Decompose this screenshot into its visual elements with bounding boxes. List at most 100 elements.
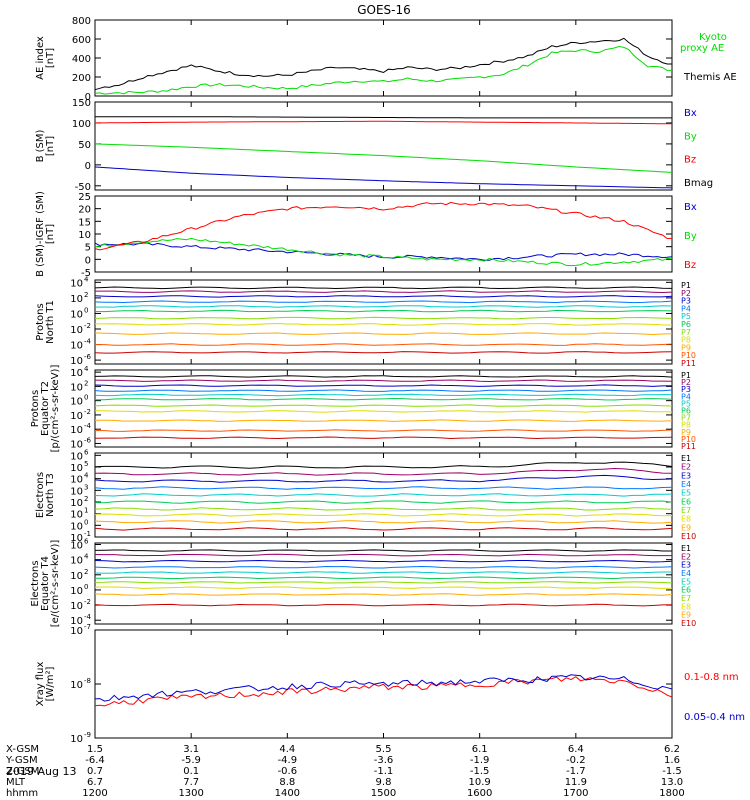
y-tick-exponent: -8 [84,677,91,685]
orbit-value: -1.7 [566,766,586,777]
channel-line-e9 [94,593,673,596]
y-tick-label: 10 [70,616,83,627]
date-label: 2019 Aug 13 [6,765,76,778]
channel-label: E2 [681,463,691,472]
orbit-row-label: Z-GSM [6,766,39,777]
channel-label: P1 [681,281,691,290]
y-tick-exponent: 0 [84,583,88,591]
orbit-table: X-GSM 1.5 3.1 4.4 5.5 6.1 6.4 6.2 Y-GSM -6.4 -5.9 -… [5,744,685,799]
orbit-value: 6.4 [568,744,584,755]
channel-line-p6 [95,397,673,401]
channel-label: P2 [681,289,691,298]
y-tick-label: 10 [70,463,83,474]
channel-line-p10 [94,429,673,432]
orbit-value: -0.2 [566,755,586,766]
legend-label-part: proxy AE [680,43,724,54]
series-line-bx [94,166,673,189]
y-axis-label: B (SM) [35,129,46,162]
y-tick-label: 600 [72,35,91,46]
legend-label: 0.1-0.8 nm [684,672,739,683]
channel-label: E5 [681,577,691,586]
channel-line-p6 [94,309,673,313]
orbit-value: 1500 [371,788,396,799]
orbit-value: 6.1 [472,744,488,755]
channel-label: E7 [681,506,691,515]
series-line-by [94,143,673,173]
orbit-value: -6.4 [85,755,105,766]
y-tick-label: 10 [70,556,83,567]
orbit-value: 10.9 [469,777,491,788]
channel-line-p8 [95,322,673,326]
legend-label: By [684,231,697,242]
channel-label: E5 [681,489,691,498]
legend-label: Bmag [684,178,713,189]
orbit-value: 7.7 [183,777,199,788]
y-tick-label: 10 [70,294,83,305]
orbit-value: 4.4 [279,744,295,755]
orbit-value: 1300 [178,788,203,799]
y-tick-exponent: 1 [84,507,88,515]
y-axis-label: [nT] [45,48,56,68]
y-tick-label: 0 [85,92,91,103]
channel-label: P4 [681,304,691,313]
orbit-value: 1800 [659,788,684,799]
channel-line-p11 [94,351,673,354]
orbit-value: 13.0 [661,777,683,788]
channel-label: P3 [681,297,691,306]
y-tick-label: 10 [70,601,83,612]
orbit-value: 9.8 [376,777,392,788]
y-tick-exponent: -7 [84,623,91,631]
channel-label: P5 [681,312,691,321]
channel-line-e4 [94,565,673,569]
y-tick-label: 10 [70,586,83,597]
y-axis-label: B (SM)-IGRF (SM) [35,191,46,277]
channel-label: E4 [681,480,691,489]
channel-line-e10 [94,603,673,607]
y-tick-label: 10 [70,626,83,637]
channel-label: P11 [681,359,696,368]
y-tick-exponent: -6 [84,436,92,444]
y-axis-label: Equator T2 [40,381,51,436]
orbit-value: 0.1 [183,766,199,777]
orbit-value: 8.8 [279,777,295,788]
channel-label: P5 [681,399,691,408]
legend-label: 0.05-0.4 nm [684,712,745,723]
y-tick-label: 10 [70,533,83,544]
y-tick-exponent: -2 [84,598,91,606]
channel-label: E2 [681,552,691,561]
y-tick-label: 10 [70,571,83,582]
y-tick-exponent: 2 [84,379,88,387]
orbit-value: -1.1 [374,766,394,777]
y-tick-label: 10 [70,341,83,352]
y-tick-label: 100 [72,119,91,130]
series-line-bz [94,120,673,125]
y-tick-label: 10 [70,498,83,509]
y-tick-label: 25 [78,192,91,203]
channel-label: E8 [681,515,691,524]
y-tick-exponent: 4 [84,275,89,283]
orbit-value: 3.1 [183,744,199,755]
y-tick-label: 10 [70,325,83,336]
y-tick-label: 10 [70,309,83,320]
y-axis-label: North T3 [45,473,56,517]
y-axis-label: [W/m²] [45,666,56,701]
channel-label: P8 [681,421,691,430]
orbit-value: -1.5 [662,766,682,777]
channel-label: P3 [681,385,691,394]
y-axis-label: Electrons [30,560,41,606]
orbit-value: -4.9 [278,755,298,766]
channel-line-p3 [94,384,673,387]
y-tick-label: 10 [70,510,83,521]
legend-label-part: Kyoto [699,32,727,43]
y-tick-exponent: 6 [84,538,89,546]
channel-line-p9 [94,419,673,422]
y-tick-label: 15 [78,217,91,228]
y-tick-label: 10 [70,475,83,486]
y-tick-exponent: 0 [84,394,88,402]
orbit-value: 1400 [275,788,300,799]
y-tick-exponent: 0 [84,518,88,526]
